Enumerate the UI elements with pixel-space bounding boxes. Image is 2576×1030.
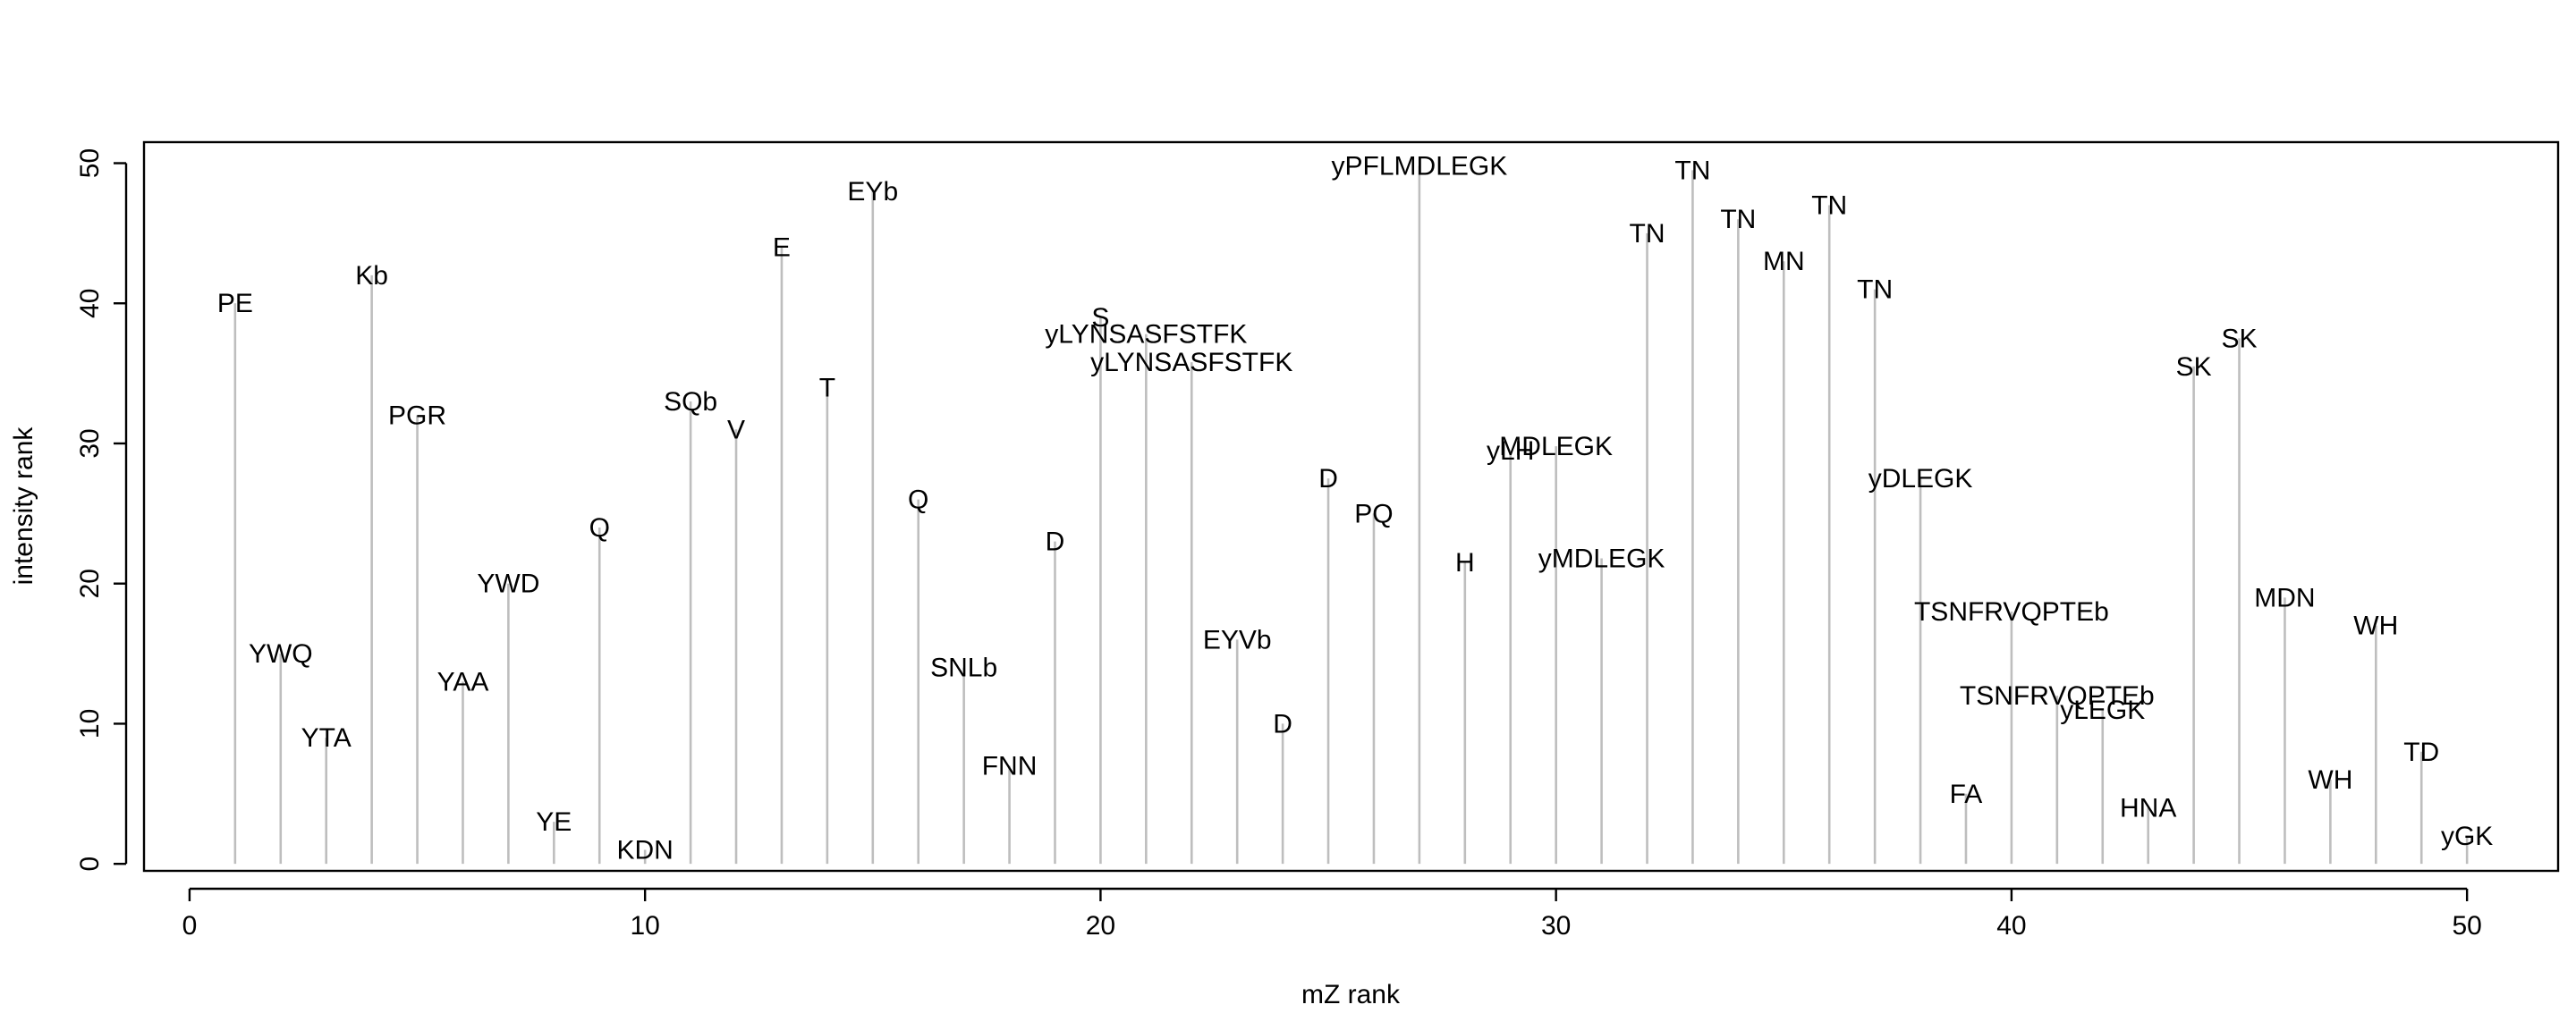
peak-label: FNN: [982, 751, 1038, 781]
peak-label: FA: [1950, 780, 1983, 809]
peak-label: TD: [2403, 738, 2439, 767]
peak-label: D: [1046, 528, 1065, 557]
x-tick-label: 50: [2452, 911, 2481, 941]
peak-label: yMDLEGK: [1538, 544, 1665, 573]
plot-frame: [142, 140, 2560, 873]
peak-label: SK: [2176, 352, 2212, 382]
peak-label: TN: [1857, 275, 1893, 305]
peak-label: YE: [536, 807, 572, 837]
peak-label: PGR: [388, 401, 446, 431]
x-tick-label: 40: [1996, 911, 2026, 941]
peak-label: E: [773, 233, 791, 263]
x-axis-title: mZ rank: [1301, 980, 1401, 1009]
peak-label: WH: [2353, 612, 2398, 641]
peak-label: TN: [1630, 219, 1665, 249]
peak-label: TN: [1674, 156, 1710, 185]
peak-label: YTA: [301, 723, 352, 753]
peak-label: T: [819, 373, 835, 402]
x-tick-label: 20: [1086, 911, 1115, 941]
peak-label: MDN: [2254, 583, 2315, 612]
y-axis-title: intensity rank: [9, 426, 38, 586]
peak-label: EYVb: [1203, 625, 1272, 654]
peak-label: WH: [2308, 765, 2352, 795]
peak-label: yLH: [1487, 436, 1534, 466]
peak-label: YWQ: [249, 639, 313, 669]
peak-label: S: [1091, 303, 1109, 333]
peak-label: TN: [1811, 191, 1847, 221]
peak-label: yLYNSASFSTFK: [1045, 320, 1247, 350]
peak-label: TSNFRVQPTEb: [1960, 681, 2155, 711]
peak-label: HNA: [2120, 793, 2176, 823]
peak-label: yLYNSASFSTFK: [1090, 348, 1292, 377]
peak-label: YAA: [437, 667, 489, 697]
x-tick-label: 10: [630, 911, 659, 941]
peak-label: TSNFRVQPTEb: [1914, 597, 2109, 627]
peak-labels: PE YWQ YTA Kb PGR YAA YWD YE Q KDN SQb V E T EYb Q SNLb F…: [217, 152, 2493, 865]
peak-label: yPFLMDLEGK: [1332, 152, 1508, 182]
peak-label: KDN: [616, 835, 673, 865]
peak-lines: [233, 165, 2469, 865]
peak-label: yLEGK: [2060, 696, 2145, 725]
peak-label: TN: [1720, 205, 1756, 234]
peak-label: PE: [217, 289, 253, 318]
peak-label: Kb: [355, 261, 388, 291]
peak-label: MDLEGK: [1499, 432, 1613, 461]
peak-label: V: [727, 415, 745, 444]
peak-label: D: [1318, 464, 1338, 494]
peak-label: YWD: [477, 570, 539, 599]
y-tick-label: 10: [75, 709, 105, 739]
peak-label: D: [1273, 709, 1292, 739]
x-tick-label: 30: [1541, 911, 1571, 941]
peak-label: MN: [1763, 247, 1805, 276]
peak-label: EYb: [847, 177, 898, 207]
y-tick-label: 20: [75, 569, 105, 598]
peak-label: yDLEGK: [1868, 464, 1973, 494]
peak-label: SK: [2222, 324, 2258, 353]
peak-label: Q: [589, 513, 610, 543]
peak-label: SQb: [664, 387, 717, 417]
peak-label: SNLb: [930, 654, 997, 683]
y-axis: 0 10 20 30 40 50: [75, 148, 128, 872]
peak-label: Q: [908, 485, 928, 515]
peak-label: yGK: [2441, 822, 2493, 851]
x-axis: 0 10 20 30 40 50: [182, 887, 2482, 941]
x-tick-label: 0: [182, 911, 198, 941]
peak-label: PQ: [1354, 499, 1393, 528]
y-tick-label: 30: [75, 428, 105, 458]
y-tick-label: 0: [75, 857, 105, 872]
y-tick-label: 50: [75, 148, 105, 178]
y-tick-label: 40: [75, 289, 105, 318]
peak-label: H: [1455, 548, 1475, 578]
